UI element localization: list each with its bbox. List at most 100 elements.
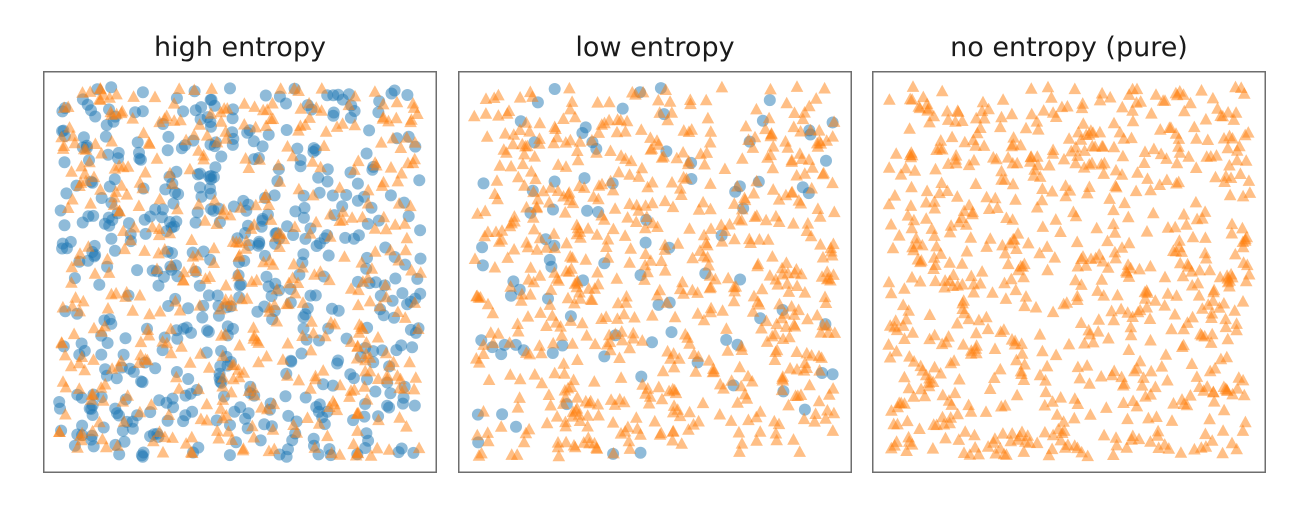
circle-point xyxy=(60,187,73,200)
circle-point xyxy=(88,250,101,263)
triangle-point xyxy=(996,427,1010,439)
triangle-point xyxy=(684,97,697,110)
triangle-point xyxy=(1234,167,1247,179)
plot-area-low-entropy xyxy=(458,71,852,473)
triangle-point xyxy=(249,120,262,133)
circle-point xyxy=(136,450,149,463)
triangle-point xyxy=(811,202,825,214)
triangle-point xyxy=(117,224,130,236)
triangle-point xyxy=(1172,175,1185,188)
triangle-point xyxy=(88,267,102,279)
circle-point xyxy=(279,390,292,403)
triangle-point xyxy=(753,425,767,437)
triangle-point xyxy=(1189,195,1203,208)
triangle-point xyxy=(232,269,245,282)
triangle-point xyxy=(762,111,776,124)
circle-point xyxy=(126,415,139,428)
triangle-point xyxy=(824,273,837,286)
triangle-point xyxy=(946,279,960,291)
triangle-point xyxy=(1205,434,1219,446)
triangle-point xyxy=(1173,240,1186,253)
triangle-point xyxy=(336,205,350,217)
triangle-point xyxy=(1185,279,1199,291)
triangle-point xyxy=(1081,449,1094,462)
triangle-point xyxy=(746,305,760,317)
triangle-point xyxy=(957,446,971,458)
triangle-point xyxy=(1045,91,1058,103)
triangle-point xyxy=(403,355,416,368)
triangle-point xyxy=(661,113,674,126)
triangle-point xyxy=(183,162,197,175)
triangle-point xyxy=(1159,348,1173,360)
triangle-point xyxy=(1055,100,1069,113)
triangle-point xyxy=(610,272,624,284)
circle-point xyxy=(406,341,419,354)
triangle-point xyxy=(533,339,546,351)
triangle-point xyxy=(392,197,406,209)
triangle-point xyxy=(969,177,983,189)
triangle-point xyxy=(1030,115,1044,127)
triangle-point xyxy=(751,259,764,272)
triangle-point xyxy=(379,222,393,235)
triangle-point xyxy=(1027,169,1040,181)
triangle-point xyxy=(343,390,356,402)
triangle-point xyxy=(1182,150,1195,162)
triangle-point xyxy=(486,306,500,319)
circle-point xyxy=(204,93,217,106)
triangle-point xyxy=(405,263,418,276)
triangle-point xyxy=(120,285,133,298)
triangle-point xyxy=(750,174,763,187)
triangle-point xyxy=(926,375,940,387)
triangle-point xyxy=(492,235,506,247)
triangle-point xyxy=(773,297,786,310)
triangle-point xyxy=(707,365,721,377)
triangle-point xyxy=(697,228,711,241)
triangle-point xyxy=(484,326,498,338)
triangle-point xyxy=(1173,256,1187,269)
triangle-point xyxy=(1165,414,1179,426)
triangle-point xyxy=(922,102,935,114)
triangle-point xyxy=(701,250,714,263)
triangle-point xyxy=(1230,317,1243,329)
circle-point xyxy=(495,348,508,361)
circle-point xyxy=(93,278,106,291)
triangle-point xyxy=(66,129,80,142)
circle-point xyxy=(477,177,490,190)
triangle-point xyxy=(1075,445,1088,458)
triangle-point xyxy=(696,396,710,409)
triangle-point xyxy=(916,364,929,376)
triangle-point xyxy=(527,222,541,235)
triangle-point xyxy=(408,136,422,148)
triangle-point xyxy=(391,174,405,187)
triangle-point xyxy=(1118,196,1131,209)
triangle-point xyxy=(1201,133,1215,145)
triangle-point xyxy=(1095,158,1108,170)
triangle-point xyxy=(592,126,606,138)
triangle-point xyxy=(808,415,821,427)
triangle-point xyxy=(613,351,626,363)
triangle-point xyxy=(1079,259,1093,271)
circle-point xyxy=(397,391,410,404)
triangle-point xyxy=(204,107,218,119)
triangle-point xyxy=(408,152,421,165)
triangle-point xyxy=(814,238,827,250)
triangle-point xyxy=(1216,424,1230,436)
triangle-point xyxy=(588,375,601,387)
triangle-point xyxy=(928,195,941,207)
triangle-point xyxy=(160,336,174,349)
triangle-point xyxy=(94,183,107,195)
triangle-point xyxy=(677,124,691,136)
triangle-point xyxy=(652,93,665,106)
triangle-point xyxy=(505,216,518,229)
triangle-point xyxy=(735,214,748,226)
triangle-point xyxy=(267,397,281,410)
triangle-point xyxy=(770,317,783,330)
triangle-point xyxy=(73,247,87,259)
triangle-point xyxy=(609,327,622,339)
triangle-point xyxy=(363,294,377,307)
triangle-point xyxy=(685,123,698,135)
triangle-point xyxy=(788,106,801,118)
triangle-point xyxy=(952,433,966,445)
circle-point xyxy=(326,302,338,315)
triangle-point xyxy=(691,307,705,319)
